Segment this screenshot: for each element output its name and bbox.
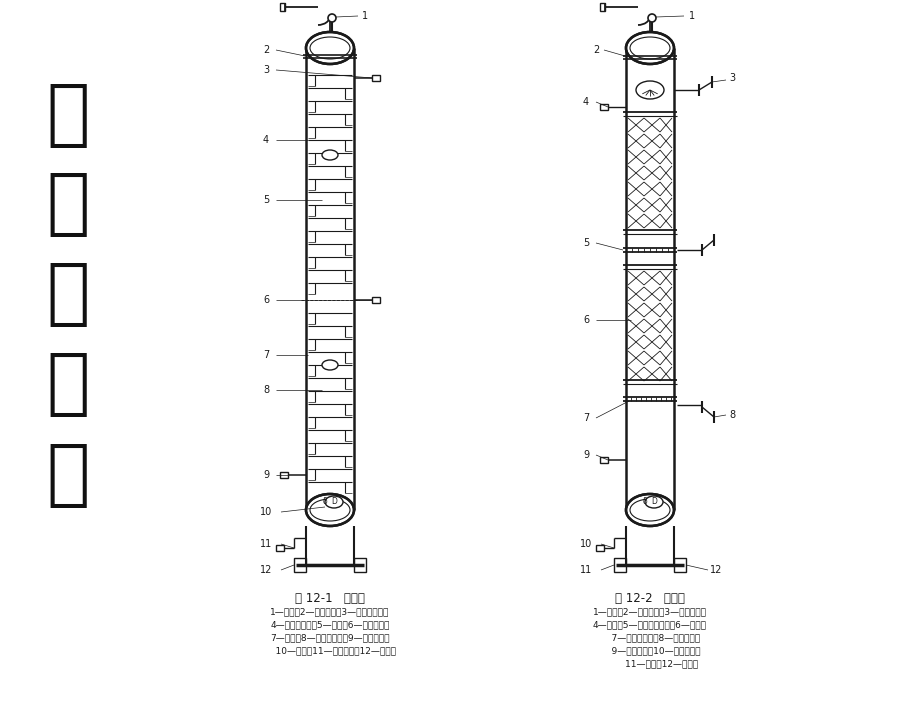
Text: 4: 4: [583, 97, 588, 107]
Bar: [613, 558, 625, 572]
Text: 8: 8: [263, 385, 268, 395]
Text: 图: 图: [46, 440, 89, 510]
Text: 3: 3: [728, 73, 734, 83]
Text: 9: 9: [263, 470, 268, 480]
Bar: [279, 3, 285, 11]
Text: 10—裙座；11—釜液出口；12—出入孔: 10—裙座；11—釜液出口；12—出入孔: [264, 646, 395, 655]
Text: D: D: [651, 498, 656, 506]
Ellipse shape: [635, 81, 664, 99]
Text: δ: δ: [323, 498, 327, 506]
Text: 5: 5: [583, 238, 588, 248]
Bar: [279, 472, 288, 478]
Text: 2: 2: [592, 45, 598, 55]
Text: 6: 6: [263, 295, 268, 305]
Text: 7: 7: [583, 413, 588, 423]
Bar: [371, 297, 380, 303]
Text: 1: 1: [361, 11, 368, 21]
Text: 7—人孔；8—提馏段塔盘；9—气体入口；: 7—人孔；8—提馏段塔盘；9—气体入口；: [270, 633, 390, 642]
Ellipse shape: [322, 360, 337, 370]
Text: 10: 10: [579, 539, 592, 549]
Bar: [674, 558, 686, 572]
Text: D: D: [331, 498, 336, 506]
Text: 6: 6: [583, 315, 588, 325]
Text: 器: 器: [46, 170, 89, 239]
Text: 塔: 塔: [46, 80, 89, 150]
Text: 12: 12: [709, 565, 721, 575]
Bar: [599, 3, 605, 11]
Text: δ: δ: [642, 498, 647, 506]
Text: 7: 7: [263, 350, 269, 360]
Bar: [599, 104, 607, 110]
Text: 示: 示: [46, 261, 89, 329]
Text: 8: 8: [728, 410, 734, 420]
Text: 图 12-2   填料塔: 图 12-2 填料塔: [615, 592, 684, 605]
Bar: [354, 558, 366, 572]
Text: 12: 12: [259, 565, 272, 575]
Text: 4—精馏段塔盘；5—壳体；6—料液进口；: 4—精馏段塔盘；5—壳体；6—料液进口；: [270, 620, 390, 629]
Text: 图 12-1   板式塔: 图 12-1 板式塔: [295, 592, 365, 605]
Bar: [596, 545, 604, 551]
Text: 4: 4: [263, 135, 268, 145]
Text: 3: 3: [263, 65, 268, 75]
Ellipse shape: [644, 496, 663, 508]
Text: 1—吊柱；2—气体出口；3—喷淋装置；: 1—吊柱；2—气体出口；3—喷淋装置；: [593, 607, 706, 616]
Text: 5: 5: [263, 195, 269, 205]
Bar: [599, 457, 607, 463]
Ellipse shape: [306, 494, 354, 526]
Text: 11: 11: [259, 539, 272, 549]
Text: 9—气体入口；10—液体出口；: 9—气体入口；10—液体出口；: [599, 646, 699, 655]
Ellipse shape: [647, 14, 655, 22]
Bar: [294, 558, 306, 572]
Text: 9: 9: [583, 450, 588, 460]
Text: 4—壳体；5—液体再分配器；6—填料；: 4—壳体；5—液体再分配器；6—填料；: [593, 620, 706, 629]
Text: 10: 10: [259, 507, 272, 517]
Text: 11: 11: [579, 565, 592, 575]
Ellipse shape: [306, 32, 354, 64]
Bar: [276, 545, 284, 551]
Text: 2: 2: [263, 45, 269, 55]
Ellipse shape: [322, 150, 337, 160]
Text: 1: 1: [688, 11, 695, 21]
Ellipse shape: [625, 32, 674, 64]
Text: 11—裙座；12—出入孔: 11—裙座；12—出入孔: [601, 659, 698, 668]
Text: 意: 意: [46, 351, 89, 420]
Ellipse shape: [625, 494, 674, 526]
Bar: [371, 75, 380, 81]
Text: 1—吊柱；2—气体出口；3—回流液入口；: 1—吊柱；2—气体出口；3—回流液入口；: [270, 607, 390, 616]
Text: 7—卸填料人孔；8—支承装置；: 7—卸填料人孔；8—支承装置；: [599, 633, 699, 642]
Ellipse shape: [328, 14, 335, 22]
Ellipse shape: [324, 496, 343, 508]
